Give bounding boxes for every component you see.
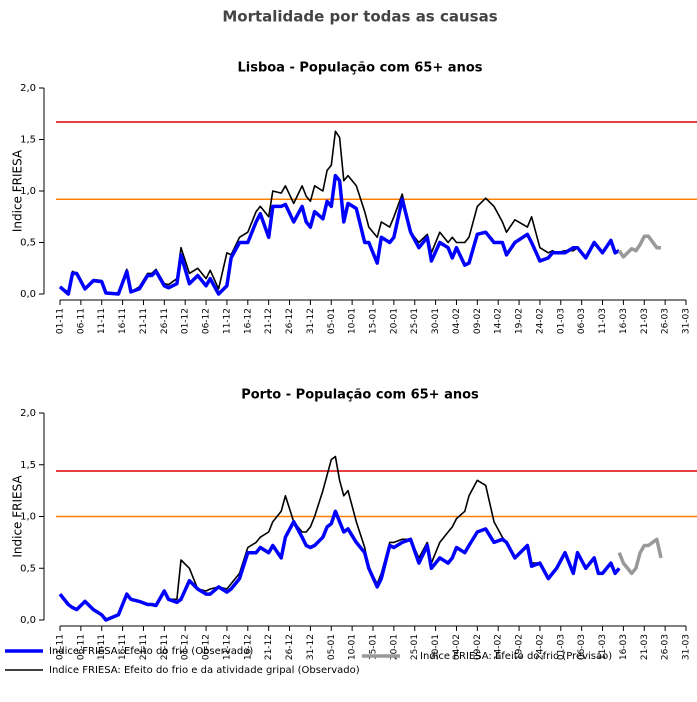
x-tick-label: 10-01: [348, 634, 358, 660]
x-tick-label: 16-03: [619, 634, 629, 660]
series-line: [58, 509, 621, 622]
legend-label: Indice FRIESA: Efeito do frio (Observado…: [49, 646, 253, 657]
x-tick-label: 11-11: [97, 634, 107, 660]
x-tick-label: 31-03: [682, 634, 692, 660]
y-tick-label: 0,5: [20, 238, 36, 249]
series-line: [59, 455, 620, 621]
panel-title: Porto - População com 65+ anos: [241, 388, 479, 403]
y-tick-label: 0,5: [20, 563, 36, 574]
x-tick-label: 30-01: [431, 634, 441, 660]
x-tick-label: 15-01: [369, 634, 379, 660]
x-tick-label: 21-03: [640, 308, 650, 334]
x-tick-label: 26-12: [285, 308, 295, 334]
legend-label: Indice FRIESA: Efeito do frio (Previsao): [420, 651, 612, 662]
x-tick-label: 26-11: [160, 308, 170, 334]
y-tick-label: 1,0: [20, 512, 36, 523]
x-tick-label: 26-03: [661, 308, 671, 334]
x-tick-label: 06-11: [76, 634, 86, 660]
x-tick-label: 26-11: [160, 634, 170, 660]
x-tick-label: 11-03: [598, 308, 608, 334]
x-tick-label: 16-12: [243, 308, 253, 334]
x-tick-label: 31-03: [682, 308, 692, 334]
x-tick-label: 21-11: [139, 308, 149, 334]
x-tick-label: 06-11: [76, 308, 86, 334]
x-tick-label: 21-12: [264, 308, 274, 334]
x-tick-label: 16-11: [118, 634, 128, 660]
x-tick-label: 14-02: [494, 308, 504, 334]
x-tick-label: 15-01: [369, 308, 379, 334]
x-tick-label: 21-11: [139, 634, 149, 660]
x-tick-label: 14-02: [494, 634, 504, 660]
x-tick-label: 16-12: [243, 634, 253, 660]
y-tick-label: 1,5: [20, 135, 36, 146]
y-tick-label: 0,0: [20, 615, 36, 626]
x-tick-label: 11-11: [97, 308, 107, 334]
x-tick-label: 31-12: [306, 634, 316, 660]
page-title: Mortalidade por todas as causas: [222, 8, 497, 26]
x-tick-label: 26-12: [285, 634, 295, 660]
x-tick-label: 31-12: [306, 308, 316, 334]
x-tick-label: 09-02: [473, 634, 483, 660]
x-tick-label: 06-12: [202, 308, 212, 334]
x-tick-label: 04-02: [452, 634, 462, 660]
x-tick-label: 24-02: [535, 308, 545, 334]
y-tick-label: 2,0: [20, 83, 36, 94]
legend-label: Indice FRIESA: Efeito do frio e da ativi…: [49, 665, 360, 676]
y-axis-label: Indice FRIESA: [11, 475, 25, 558]
x-tick-label: 26-03: [661, 634, 671, 660]
x-tick-label: 21-12: [264, 634, 274, 660]
x-tick-label: 01-11: [56, 634, 66, 660]
x-tick-label: 05-01: [327, 634, 337, 660]
y-tick-label: 1,0: [20, 186, 36, 197]
x-tick-label: 21-03: [640, 634, 650, 660]
x-tick-label: 20-01: [389, 634, 399, 660]
x-tick-label: 16-03: [619, 308, 629, 334]
y-tick-label: 0,0: [20, 289, 36, 300]
series-line: [617, 234, 661, 259]
x-tick-label: 01-12: [181, 634, 191, 660]
x-tick-label: 01-12: [181, 308, 191, 334]
y-axis-label: Indice FRIESA: [11, 149, 25, 232]
x-tick-label: 05-01: [327, 308, 337, 334]
x-tick-label: 20-01: [389, 308, 399, 334]
series-line: [58, 173, 620, 296]
x-tick-label: 06-12: [202, 634, 212, 660]
x-tick-label: 25-01: [410, 634, 420, 660]
series-line: [59, 130, 620, 295]
x-tick-label: 10-01: [348, 308, 358, 334]
y-tick-label: 1,5: [20, 460, 36, 471]
y-tick-label: 2,0: [20, 408, 36, 419]
x-tick-label: 01-03: [556, 634, 566, 660]
x-tick-label: 30-01: [431, 308, 441, 334]
x-tick-label: 11-12: [222, 634, 232, 660]
x-tick-label: 24-02: [535, 634, 545, 660]
x-tick-label: 06-03: [577, 634, 587, 660]
x-tick-label: 04-02: [452, 308, 462, 334]
x-tick-label: 25-01: [410, 308, 420, 334]
x-tick-label: 01-03: [556, 308, 566, 334]
x-tick-label: 11-03: [598, 634, 608, 660]
x-tick-label: 19-02: [515, 308, 525, 334]
x-tick-label: 01-11: [56, 308, 66, 334]
x-tick-label: 06-03: [577, 308, 587, 334]
x-tick-label: 19-02: [515, 634, 525, 660]
series-line: [617, 537, 663, 576]
x-tick-label: 09-02: [473, 308, 483, 334]
x-tick-label: 16-11: [118, 308, 128, 334]
panel-title: Lisboa - População com 65+ anos: [237, 61, 482, 76]
x-tick-label: 11-12: [222, 308, 232, 334]
